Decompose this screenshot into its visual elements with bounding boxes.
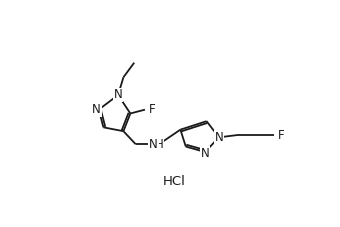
Text: N: N	[114, 89, 122, 101]
Text: N: N	[92, 103, 101, 116]
Text: N: N	[215, 131, 223, 144]
Text: H: H	[154, 138, 163, 151]
Text: H: H	[154, 138, 163, 151]
Text: F: F	[277, 128, 284, 142]
Text: F: F	[149, 103, 155, 116]
Text: N: N	[201, 147, 209, 160]
Text: N: N	[149, 138, 158, 151]
Text: HCl: HCl	[163, 175, 186, 188]
